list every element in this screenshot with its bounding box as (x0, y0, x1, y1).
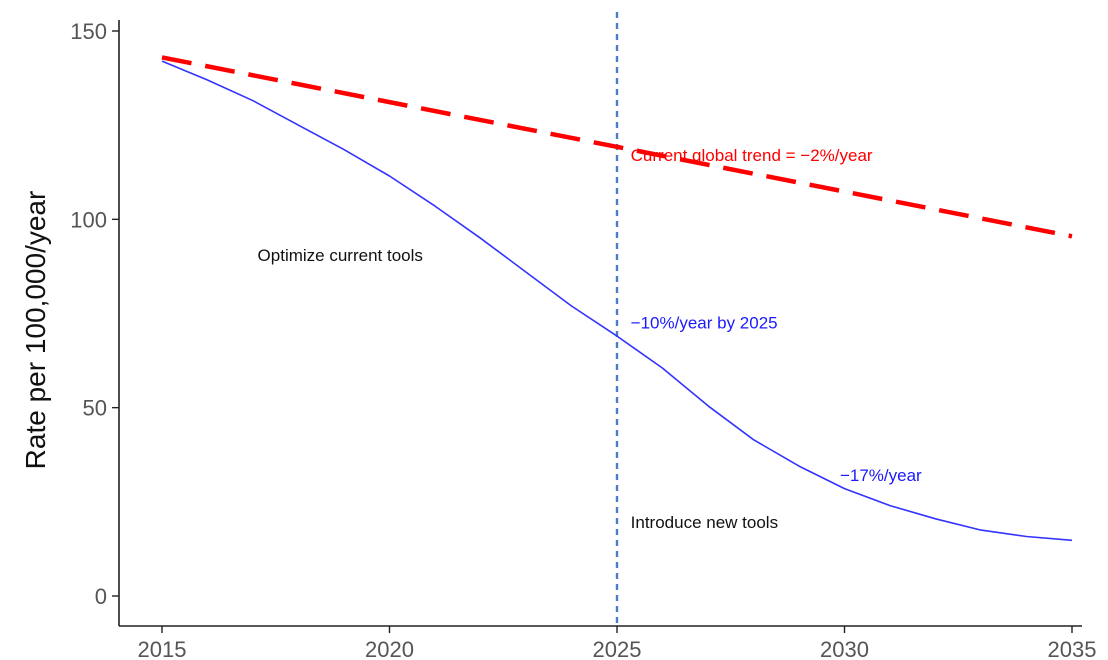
x-tick-label: 2035 (1048, 637, 1097, 660)
axes (118, 20, 1082, 627)
annotation-label: −17%/year (840, 466, 922, 485)
annotations: Current global trend = −2%/year Optimize … (258, 146, 922, 532)
y-tick-label: 100 (70, 207, 107, 232)
x-tick-label: 2025 (593, 637, 642, 660)
y-tick-label: 50 (83, 396, 107, 421)
series-line-projection (161, 60, 1073, 542)
annotation-label: Introduce new tools (631, 513, 778, 532)
y-axis-title: Rate per 100,000/year (20, 191, 51, 470)
x-tick-label: 2020 (365, 637, 414, 660)
x-tick-label: 2015 (138, 637, 187, 660)
series-layer (161, 55, 1073, 542)
y-tick-label: 150 (70, 19, 107, 44)
x-tick-label: 2030 (820, 637, 869, 660)
annotation-label: Current global trend = −2%/year (631, 146, 873, 165)
annotation-label: −10%/year by 2025 (631, 314, 778, 333)
series-line-current-trend (161, 55, 1073, 239)
annotation-label: Optimize current tools (258, 246, 423, 265)
ticks: 2015 2020 2025 2030 2035 0 50 100 150 (70, 19, 1096, 660)
y-tick-label: 0 (95, 584, 107, 609)
